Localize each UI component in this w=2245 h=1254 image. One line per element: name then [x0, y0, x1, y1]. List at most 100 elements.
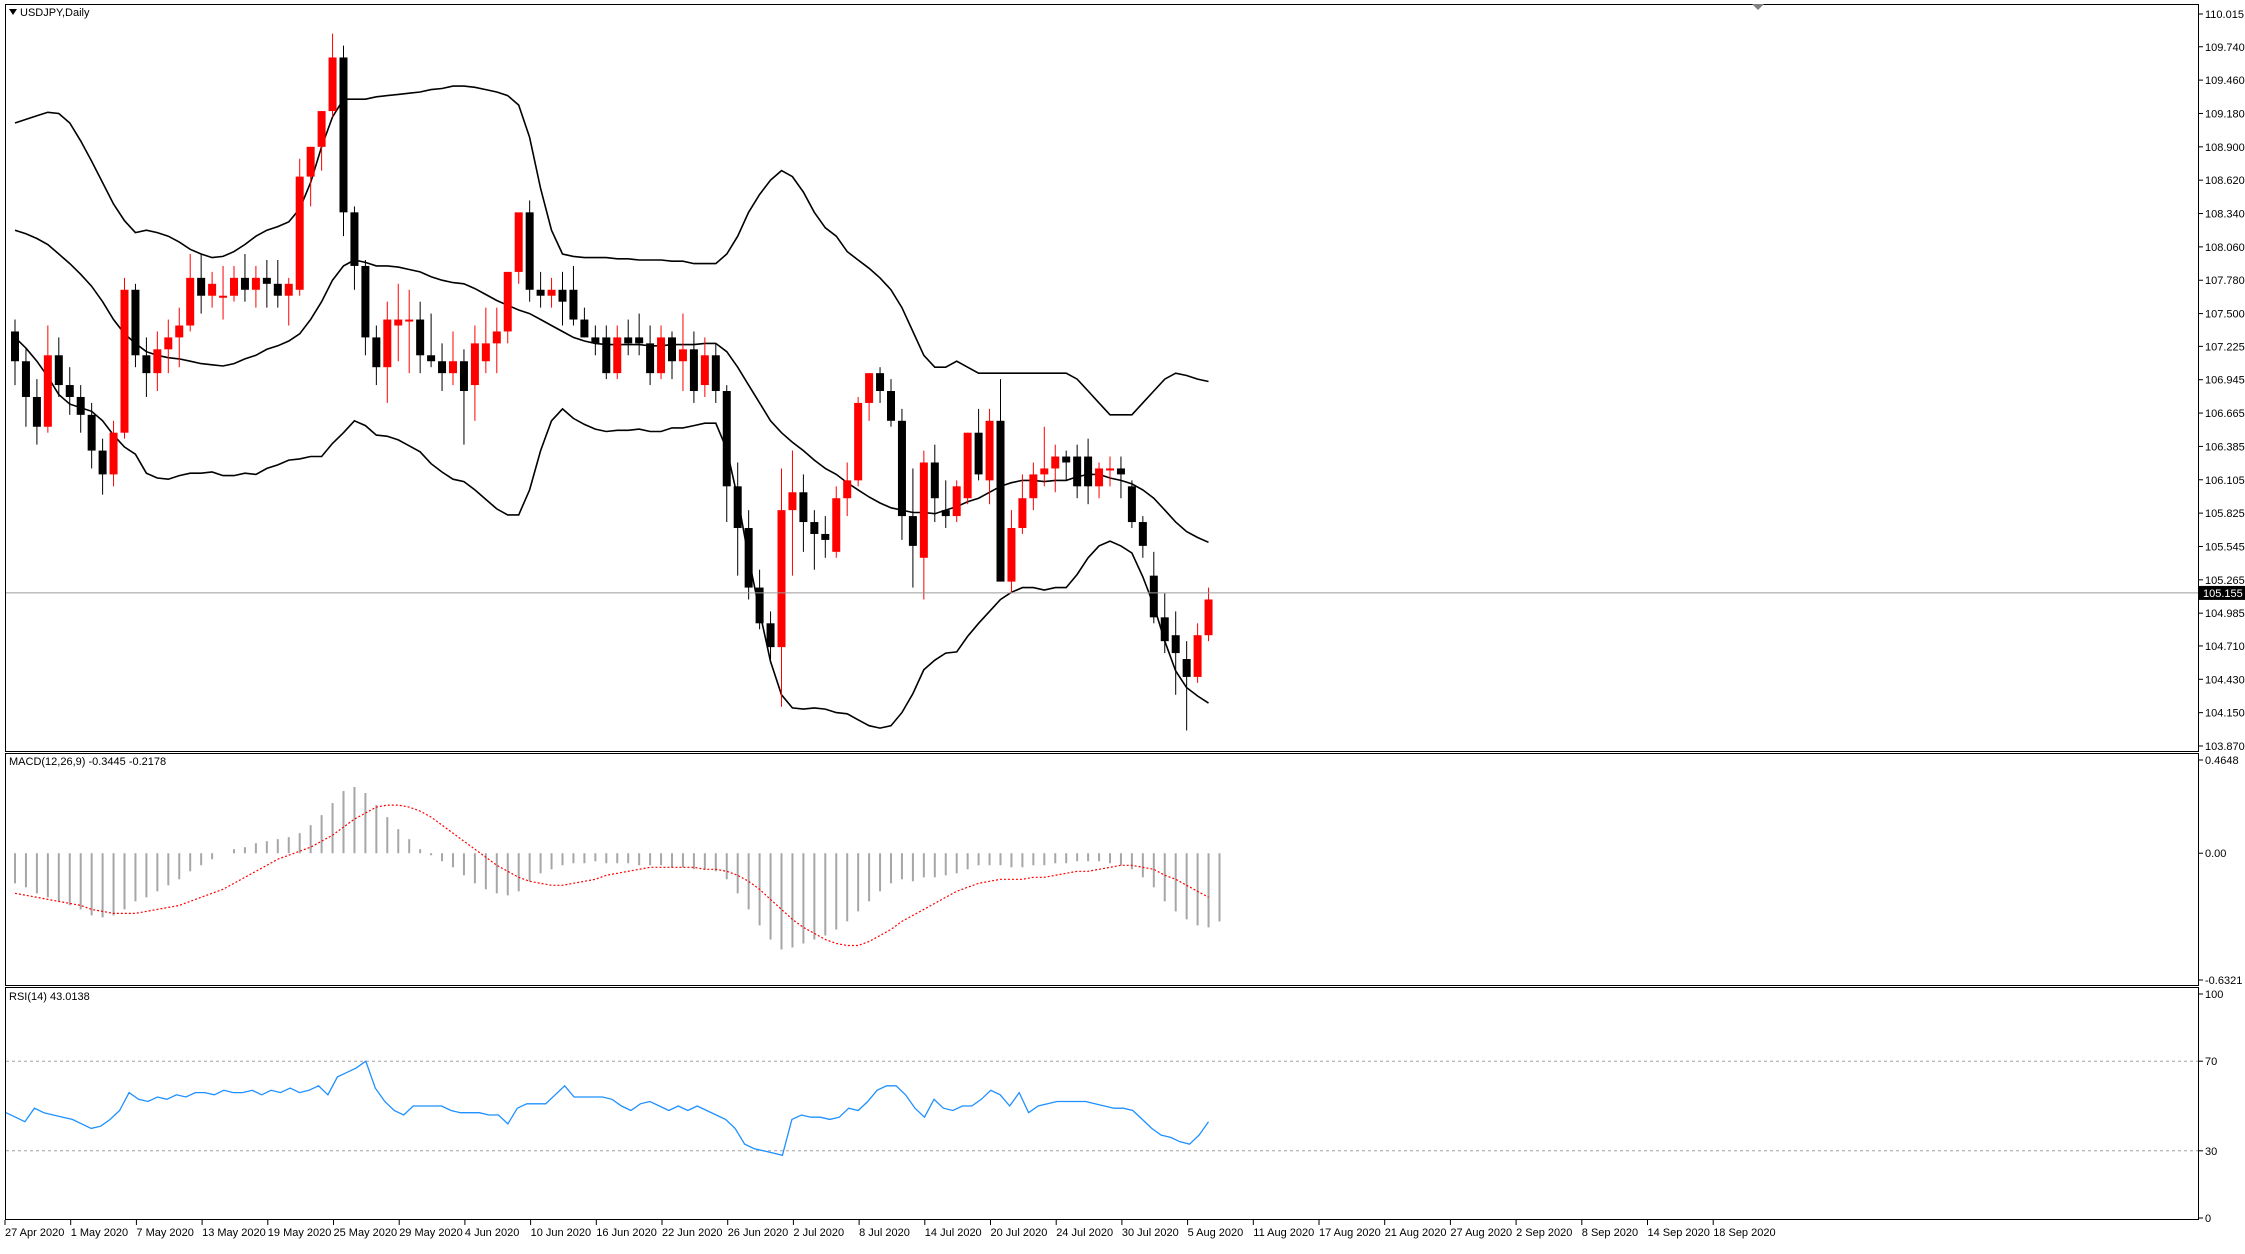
candle[interactable]: [186, 254, 195, 332]
candle[interactable]: [668, 331, 676, 380]
candle[interactable]: [810, 510, 819, 570]
candle[interactable]: [591, 325, 600, 356]
candle[interactable]: [1149, 551, 1158, 624]
candle[interactable]: [1204, 587, 1213, 642]
triangle-down-icon[interactable]: [9, 9, 17, 15]
candle[interactable]: [536, 271, 545, 308]
candle[interactable]: [76, 385, 85, 433]
candle[interactable]: [755, 569, 764, 630]
candle[interactable]: [262, 259, 271, 308]
candle[interactable]: [897, 408, 906, 540]
candle[interactable]: [32, 379, 41, 445]
candle[interactable]: [1062, 450, 1071, 481]
candle[interactable]: [339, 45, 348, 237]
candle[interactable]: [843, 462, 852, 517]
candle[interactable]: [711, 343, 720, 403]
candle[interactable]: [580, 307, 589, 338]
candle[interactable]: [470, 325, 479, 421]
candle[interactable]: [1171, 611, 1180, 695]
candle[interactable]: [1138, 516, 1147, 558]
candle[interactable]: [887, 379, 895, 427]
main-pane-frame[interactable]: [5, 4, 2199, 752]
candle[interactable]: [131, 283, 140, 368]
candle[interactable]: [1018, 474, 1027, 534]
candle[interactable]: [306, 146, 315, 207]
candle[interactable]: [416, 301, 425, 374]
candle[interactable]: [459, 349, 468, 445]
candle[interactable]: [613, 325, 622, 380]
candle[interactable]: [1040, 426, 1049, 487]
candle[interactable]: [832, 486, 841, 558]
candle[interactable]: [481, 307, 490, 374]
candle[interactable]: [394, 283, 403, 362]
candle[interactable]: [449, 331, 457, 386]
candle[interactable]: [98, 438, 107, 495]
candle[interactable]: [54, 337, 63, 397]
candle[interactable]: [919, 450, 928, 600]
candle[interactable]: [657, 325, 666, 380]
candle[interactable]: [120, 277, 129, 439]
candle[interactable]: [635, 313, 644, 356]
candle[interactable]: [1095, 462, 1104, 499]
candle[interactable]: [777, 468, 786, 707]
candle[interactable]: [678, 313, 687, 392]
candle[interactable]: [952, 480, 961, 523]
candle[interactable]: [996, 379, 1005, 582]
candle[interactable]: [43, 325, 52, 433]
candle[interactable]: [865, 373, 874, 421]
shift-marker-icon[interactable]: [1752, 4, 1764, 10]
candle[interactable]: [700, 337, 709, 397]
candle[interactable]: [109, 420, 118, 487]
candle[interactable]: [1127, 480, 1136, 529]
candle[interactable]: [1007, 510, 1016, 594]
candle[interactable]: [175, 307, 184, 368]
candle[interactable]: [547, 277, 556, 308]
candle[interactable]: [361, 259, 370, 356]
candle[interactable]: [503, 271, 512, 344]
candle[interactable]: [525, 200, 534, 302]
candle[interactable]: [427, 313, 436, 368]
candle[interactable]: [295, 158, 304, 296]
candle[interactable]: [733, 462, 742, 576]
candle[interactable]: [602, 325, 611, 380]
candle[interactable]: [624, 319, 633, 356]
candle[interactable]: [1106, 456, 1114, 487]
candle[interactable]: [744, 510, 753, 600]
candle[interactable]: [492, 307, 501, 374]
candle[interactable]: [854, 396, 863, 487]
candle[interactable]: [438, 343, 447, 392]
candle[interactable]: [328, 33, 337, 118]
candle[interactable]: [317, 111, 326, 171]
candle[interactable]: [405, 289, 414, 374]
candle[interactable]: [197, 254, 206, 314]
candle[interactable]: [1084, 438, 1093, 505]
candle[interactable]: [153, 331, 162, 392]
candle[interactable]: [974, 408, 983, 481]
candle[interactable]: [569, 265, 578, 326]
candle[interactable]: [284, 277, 293, 326]
rsi-pane-frame[interactable]: [5, 987, 2199, 1220]
candle[interactable]: [941, 480, 950, 529]
candle[interactable]: [372, 325, 381, 386]
candle[interactable]: [273, 259, 282, 308]
candle[interactable]: [21, 349, 30, 427]
candle[interactable]: [722, 385, 731, 523]
candle[interactable]: [514, 212, 523, 284]
candle[interactable]: [1116, 456, 1125, 499]
candle[interactable]: [383, 301, 392, 403]
candle[interactable]: [164, 319, 173, 374]
candle[interactable]: [1182, 641, 1191, 731]
candle[interactable]: [1193, 623, 1202, 683]
candle[interactable]: [689, 331, 698, 403]
candle[interactable]: [1073, 444, 1082, 499]
candle[interactable]: [240, 254, 249, 302]
candle[interactable]: [142, 337, 151, 397]
candle[interactable]: [1160, 593, 1169, 654]
candle[interactable]: [646, 325, 655, 386]
candle[interactable]: [208, 271, 217, 308]
candle[interactable]: [251, 265, 260, 308]
candle[interactable]: [908, 468, 917, 588]
candle[interactable]: [87, 402, 96, 469]
candle[interactable]: [799, 474, 808, 552]
candle[interactable]: [1029, 462, 1038, 511]
